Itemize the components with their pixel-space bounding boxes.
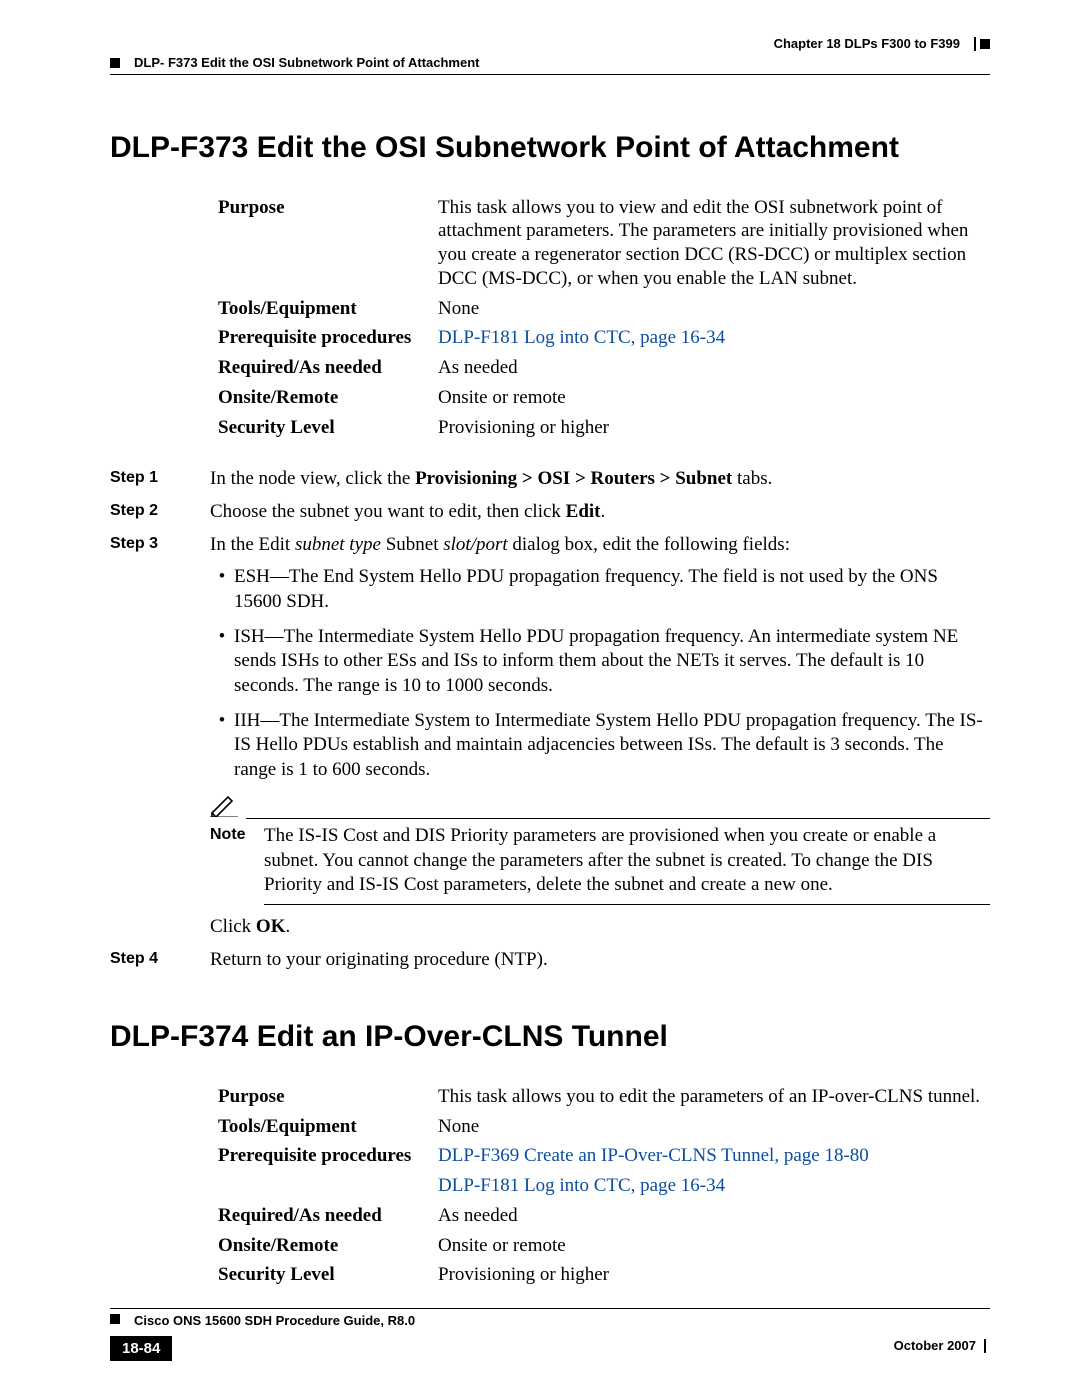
step-4: Step 4 Return to your originating proced… xyxy=(110,948,990,973)
bullet-text: IIH—The Intermediate System to Intermedi… xyxy=(234,709,990,783)
note-pencil-icon xyxy=(210,793,240,822)
meta-table-f373: Purpose This task allows you to view and… xyxy=(218,196,990,440)
meta-row-purpose: Purpose This task allows you to edit the… xyxy=(218,1085,990,1109)
meta-value: None xyxy=(438,1115,990,1139)
bullet-icon: • xyxy=(210,625,234,650)
meta-label: Purpose xyxy=(218,1085,438,1109)
step-number: Step 1 xyxy=(110,467,210,487)
bullet-list: • ESH—The End System Hello PDU propagati… xyxy=(210,565,990,783)
note-label: Note xyxy=(210,824,264,844)
bullet-item: • ISH—The Intermediate System Hello PDU … xyxy=(210,625,990,699)
page-footer: Cisco ONS 15600 SDH Procedure Guide, R8.… xyxy=(110,1308,990,1361)
square-marker-icon xyxy=(110,1314,120,1324)
meta-value: Onsite or remote xyxy=(438,386,990,410)
meta-value: This task allows you to view and edit th… xyxy=(438,196,990,291)
bullet-text: ISH—The Intermediate System Hello PDU pr… xyxy=(234,625,990,699)
click-ok-text: Click OK. xyxy=(210,915,990,940)
section-label: DLP- F373 Edit the OSI Subnetwork Point … xyxy=(134,55,479,70)
meta-label: Onsite/Remote xyxy=(218,1234,438,1258)
meta-value: None xyxy=(438,297,990,321)
meta-label: Tools/Equipment xyxy=(218,297,438,321)
meta-row-onsite: Onsite/Remote Onsite or remote xyxy=(218,386,990,410)
meta-label: Onsite/Remote xyxy=(218,386,438,410)
meta-label: Required/As needed xyxy=(218,356,438,380)
step-body: In the Edit subnet type Subnet slot/port… xyxy=(210,533,990,558)
meta-row-tools: Tools/Equipment None xyxy=(218,1115,990,1139)
step-number: Step 2 xyxy=(110,500,210,520)
step-2: Step 2 Choose the subnet you want to edi… xyxy=(110,500,990,525)
footer-date: October 2007 xyxy=(894,1338,976,1353)
step-body: In the node view, click the Provisioning… xyxy=(210,467,990,492)
note-body: The IS-IS Cost and DIS Priority paramete… xyxy=(264,824,990,898)
meta-row-onsite: Onsite/Remote Onsite or remote xyxy=(218,1234,990,1258)
divider-icon xyxy=(984,1339,986,1353)
bullet-icon: • xyxy=(210,709,234,734)
meta-row-prereq-2: DLP-F181 Log into CTC, page 16-34 xyxy=(218,1174,990,1198)
meta-row-required: Required/As needed As needed xyxy=(218,1204,990,1228)
steps-f373: Step 1 In the node view, click the Provi… xyxy=(110,467,990,972)
step-body: Choose the subnet you want to edit, then… xyxy=(210,500,990,525)
section-heading-f374: DLP-F374 Edit an IP-Over-CLNS Tunnel xyxy=(110,1020,990,1055)
meta-label: Security Level xyxy=(218,416,438,440)
prereq-link[interactable]: DLP-F181 Log into CTC, page 16-34 xyxy=(438,1175,725,1196)
section-heading-f373: DLP-F373 Edit the OSI Subnetwork Point o… xyxy=(110,131,990,166)
page-number-badge: 18-84 xyxy=(110,1336,172,1361)
bullet-item: • IIH—The Intermediate System to Interme… xyxy=(210,709,990,783)
bullet-icon: • xyxy=(210,565,234,590)
bullet-text: ESH—The End System Hello PDU propagation… xyxy=(234,565,990,614)
meta-value: Provisioning or higher xyxy=(438,416,990,440)
square-marker-icon xyxy=(980,39,990,49)
meta-row-security: Security Level Provisioning or higher xyxy=(218,416,990,440)
meta-label: Purpose xyxy=(218,196,438,220)
prereq-link[interactable]: DLP-F369 Create an IP-Over-CLNS Tunnel, … xyxy=(438,1145,869,1166)
prereq-link[interactable]: DLP-F181 Log into CTC, page 16-34 xyxy=(438,327,725,348)
step-number: Step 4 xyxy=(110,948,210,968)
book-title: Cisco ONS 15600 SDH Procedure Guide, R8.… xyxy=(134,1313,415,1328)
meta-row-security: Security Level Provisioning or higher xyxy=(218,1263,990,1287)
meta-row-purpose: Purpose This task allows you to view and… xyxy=(218,196,990,291)
meta-row-tools: Tools/Equipment None xyxy=(218,297,990,321)
header-rule-icon xyxy=(110,74,990,75)
meta-label: Prerequisite procedures xyxy=(218,1144,438,1168)
chapter-label: Chapter 18 DLPs F300 to F399 xyxy=(774,36,960,51)
meta-label: Prerequisite procedures xyxy=(218,326,438,350)
meta-row-prereq: Prerequisite procedures DLP-F369 Create … xyxy=(218,1144,990,1168)
meta-row-required: Required/As needed As needed xyxy=(218,356,990,380)
meta-value: Onsite or remote xyxy=(438,1234,990,1258)
step-body: Return to your originating procedure (NT… xyxy=(210,948,990,973)
meta-label: Required/As needed xyxy=(218,1204,438,1228)
meta-row-prereq: Prerequisite procedures DLP-F181 Log int… xyxy=(218,326,990,350)
meta-label: Security Level xyxy=(218,1263,438,1287)
bullet-item: • ESH—The End System Hello PDU propagati… xyxy=(210,565,990,614)
divider-icon xyxy=(974,37,976,51)
step-number: Step 3 xyxy=(110,533,210,553)
meta-value: As needed xyxy=(438,1204,990,1228)
note-block: Note The IS-IS Cost and DIS Priority par… xyxy=(210,793,990,905)
step-1: Step 1 In the node view, click the Provi… xyxy=(110,467,990,492)
header-right: Chapter 18 DLPs F300 to F399 xyxy=(110,36,990,51)
meta-table-f374: Purpose This task allows you to edit the… xyxy=(218,1085,990,1287)
note-rule-icon xyxy=(264,904,990,905)
square-marker-icon xyxy=(110,58,120,68)
page: Chapter 18 DLPs F300 to F399 DLP- F373 E… xyxy=(0,0,1080,1397)
meta-value: As needed xyxy=(438,356,990,380)
header-left: DLP- F373 Edit the OSI Subnetwork Point … xyxy=(110,55,990,70)
meta-value: Provisioning or higher xyxy=(438,1263,990,1287)
click-ok-row: Click OK. xyxy=(110,915,990,940)
note-rule-icon xyxy=(246,818,990,819)
step-3: Step 3 In the Edit subnet type Subnet sl… xyxy=(110,533,990,558)
meta-label: Tools/Equipment xyxy=(218,1115,438,1139)
meta-value: This task allows you to edit the paramet… xyxy=(438,1085,990,1109)
